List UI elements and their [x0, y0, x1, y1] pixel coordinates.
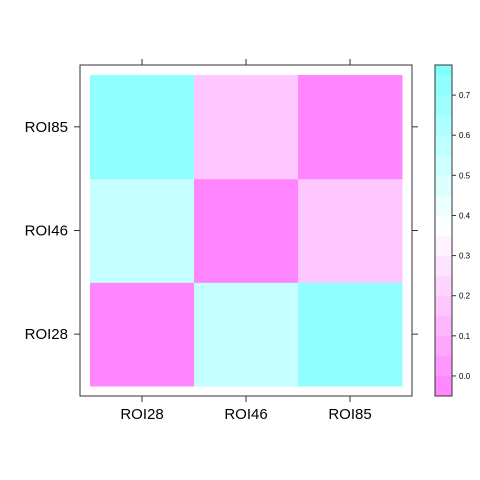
colorbar-tick-label: 0.6 [459, 131, 471, 140]
colorbar-band [435, 215, 452, 236]
y-axis-labels: ROI28 ROI46 ROI85 [25, 119, 68, 343]
axis-ticks [74, 59, 418, 402]
y-tick-label: ROI85 [25, 119, 68, 136]
colorbar-frame [434, 64, 453, 397]
y-tick-label: ROI46 [25, 223, 68, 240]
colorbar-band [435, 195, 452, 216]
heatmap-cell-roi85-roi28 [298, 282, 403, 387]
colorbar-tick-label: 0.4 [459, 211, 471, 220]
heatmap-cell-roi28-roi46 [90, 178, 195, 283]
colorbar-tick-label: 0.2 [459, 292, 471, 301]
colorbar-tick-label: 0.3 [459, 252, 471, 261]
heatmap-cell-roi28-roi28 [90, 282, 195, 387]
heatmap-cell-roi46-roi85 [194, 75, 299, 180]
heatmap-cell-roi46-roi28 [194, 282, 299, 387]
x-tick-label: ROI46 [224, 406, 267, 423]
heatmap-cell-roi85-roi46 [298, 178, 403, 283]
colorbar-band [435, 65, 452, 76]
y-tick-label: ROI28 [25, 326, 68, 343]
colorbar-tick-label: 0.5 [459, 171, 471, 180]
colorbar-tick-label: 0.1 [459, 332, 471, 341]
colorbar-band [435, 115, 452, 136]
heatmap-cell-roi28-roi85 [90, 75, 195, 180]
colorbar-tick-label: 0.7 [459, 91, 471, 100]
colorbar-band [435, 295, 452, 317]
colorbar-band [435, 335, 452, 357]
colorbar-band [435, 375, 452, 397]
heatmap-cell-roi46-roi46 [194, 178, 299, 283]
colorbar-band [435, 255, 452, 276]
colorbar-band [435, 135, 452, 156]
colorbar [435, 65, 452, 397]
colorbar-tick-label: 0.0 [459, 372, 471, 381]
colorbar-band [435, 95, 452, 116]
x-tick-label: ROI85 [328, 406, 371, 423]
heatmap-cell-roi85-roi85 [298, 75, 403, 180]
colorbar-band [435, 155, 452, 176]
colorbar-band [435, 175, 452, 196]
colorbar-band [435, 235, 452, 256]
colorbar-band [435, 315, 452, 337]
x-tick-label: ROI28 [120, 406, 163, 423]
colorbar-ticks: 0.0 0.1 0.2 0.3 0.4 0.5 0.6 0.7 [452, 91, 471, 381]
x-axis-labels: ROI28 ROI46 ROI85 [120, 406, 371, 423]
colorbar-band [435, 75, 452, 96]
heatmap-cells [90, 75, 403, 387]
colorbar-band [435, 355, 452, 377]
colorbar-band [435, 275, 452, 296]
